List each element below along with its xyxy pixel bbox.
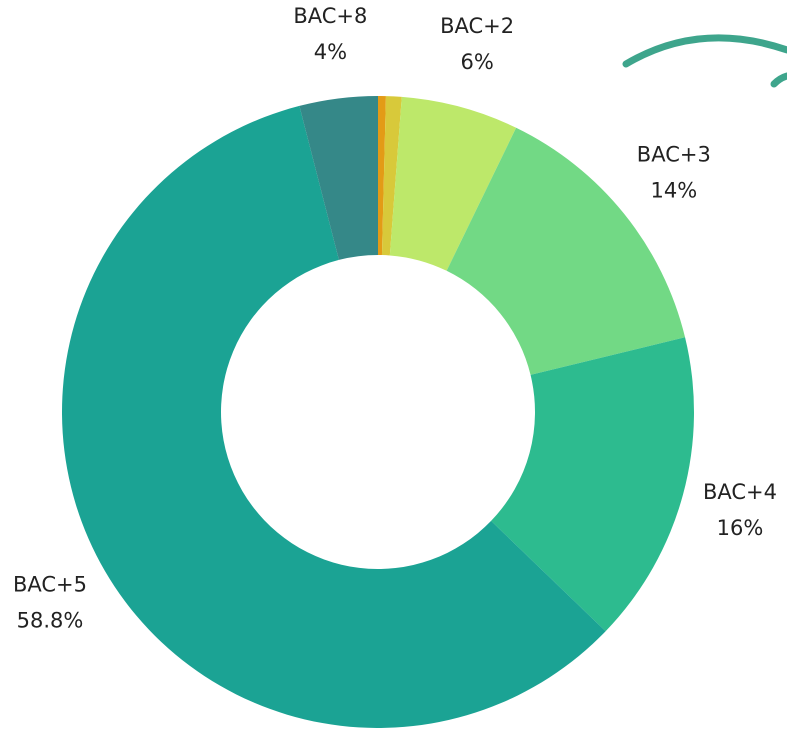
donut-slice xyxy=(446,127,686,375)
slice-value: 58.8% xyxy=(17,608,84,632)
slice-label: BAC+3 xyxy=(637,142,711,166)
donut-slice xyxy=(491,337,694,632)
slice-label: BAC+8 xyxy=(293,4,367,28)
donut-slice xyxy=(381,96,402,256)
decorative-arrow xyxy=(622,34,787,68)
slice-value: 14% xyxy=(650,178,697,202)
slice-value: 16% xyxy=(717,516,764,540)
slice-label: BAC+2 xyxy=(440,14,514,38)
donut-slice xyxy=(299,96,378,260)
donut-slice xyxy=(378,96,386,256)
donut-slice xyxy=(389,96,517,271)
donut-slice xyxy=(62,105,606,728)
slice-value: 6% xyxy=(460,50,493,74)
slice-value: 4% xyxy=(314,40,347,64)
slice-label: BAC+4 xyxy=(703,480,777,504)
slice-label: BAC+5 xyxy=(13,572,87,596)
decorative-arrow-head xyxy=(770,72,787,88)
